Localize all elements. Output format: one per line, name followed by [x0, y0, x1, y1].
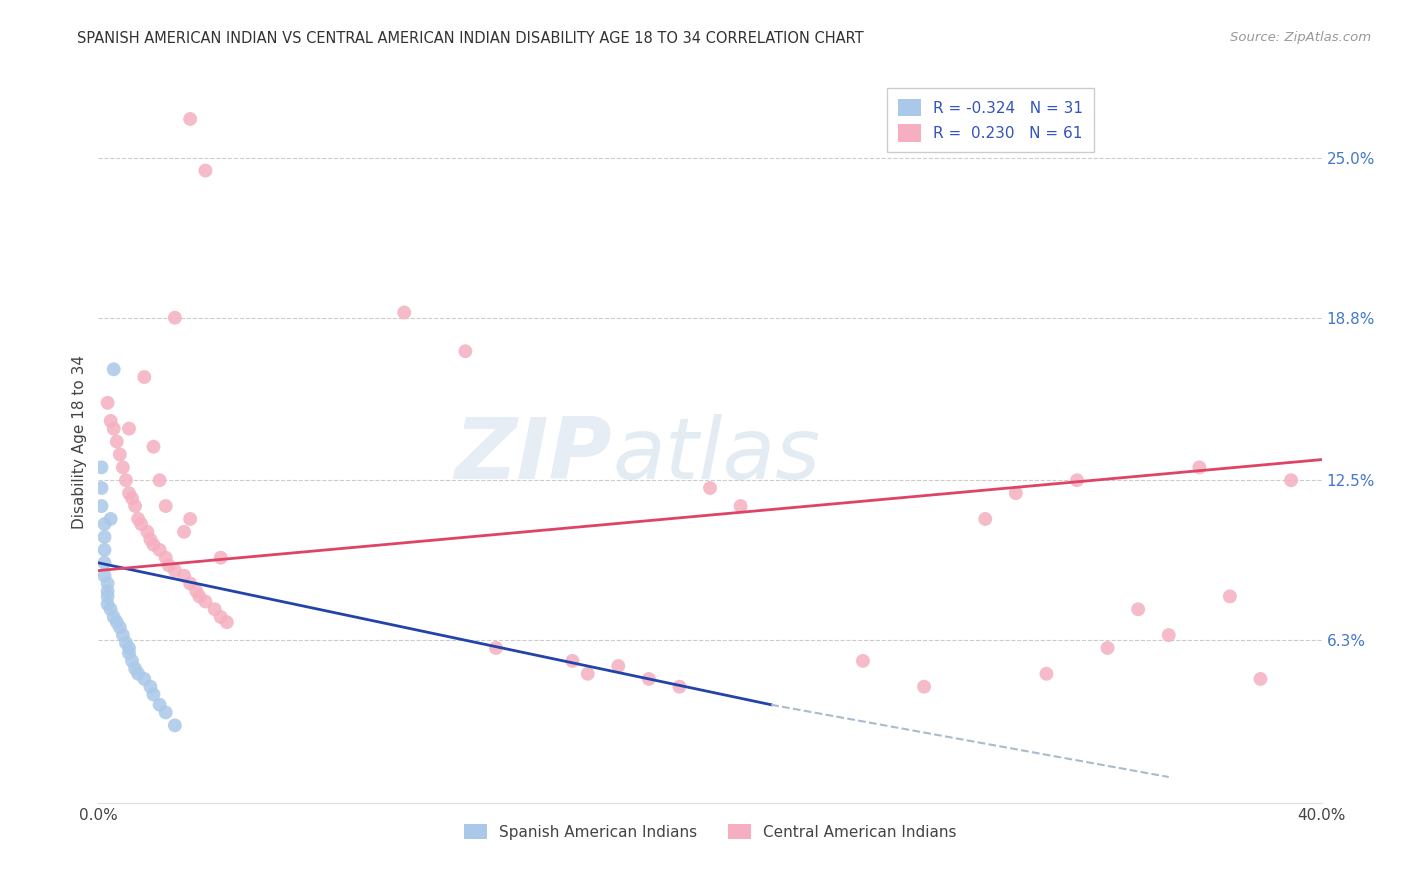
Point: [149, 473, 172, 487]
Point: [1279, 473, 1302, 487]
Point: [93, 530, 115, 544]
Point: [668, 680, 690, 694]
Point: [100, 414, 122, 428]
Point: [149, 542, 172, 557]
Point: [163, 310, 186, 325]
Point: [97, 590, 120, 604]
Point: [139, 533, 162, 547]
Point: [215, 615, 238, 630]
Point: [108, 620, 131, 634]
Point: [204, 602, 226, 616]
Point: [454, 344, 477, 359]
Point: [93, 556, 115, 570]
Point: [1249, 672, 1271, 686]
Point: [1097, 640, 1119, 655]
Point: [129, 517, 152, 532]
Point: [100, 602, 122, 616]
Point: [134, 370, 156, 384]
Point: [90, 481, 112, 495]
Point: [852, 654, 875, 668]
Point: [912, 680, 935, 694]
Point: [194, 163, 217, 178]
Point: [105, 434, 128, 449]
Point: [97, 597, 120, 611]
Point: [485, 640, 508, 655]
Point: [1157, 628, 1180, 642]
Text: Source: ZipAtlas.com: Source: ZipAtlas.com: [1230, 31, 1371, 45]
Point: [1004, 486, 1026, 500]
Text: atlas: atlas: [612, 415, 820, 498]
Point: [111, 460, 134, 475]
Point: [163, 564, 186, 578]
Point: [561, 654, 583, 668]
Point: [142, 687, 165, 701]
Point: [118, 640, 141, 655]
Point: [134, 672, 156, 686]
Point: [136, 524, 159, 539]
Point: [974, 512, 997, 526]
Point: [149, 698, 172, 712]
Text: ZIP: ZIP: [454, 415, 612, 498]
Point: [179, 512, 201, 526]
Point: [155, 499, 177, 513]
Point: [1128, 602, 1150, 616]
Point: [194, 594, 217, 608]
Point: [173, 568, 195, 582]
Point: [209, 550, 232, 565]
Point: [118, 486, 141, 500]
Point: [1066, 473, 1088, 487]
Point: [607, 659, 630, 673]
Point: [111, 628, 134, 642]
Point: [100, 512, 122, 526]
Point: [173, 524, 195, 539]
Point: [163, 718, 186, 732]
Point: [127, 666, 149, 681]
Point: [209, 610, 232, 624]
Point: [392, 305, 416, 319]
Point: [108, 447, 131, 461]
Point: [699, 481, 721, 495]
Point: [186, 584, 208, 599]
Point: [93, 542, 115, 557]
Point: [115, 473, 138, 487]
Point: [142, 538, 165, 552]
Point: [142, 440, 165, 454]
Point: [179, 112, 201, 126]
Point: [730, 499, 752, 513]
Point: [155, 550, 177, 565]
Point: [157, 558, 180, 573]
Point: [103, 610, 125, 624]
Point: [97, 576, 120, 591]
Point: [97, 584, 120, 599]
Point: [103, 422, 125, 436]
Point: [124, 499, 146, 513]
Point: [105, 615, 128, 630]
Point: [139, 680, 162, 694]
Point: [179, 576, 201, 591]
Point: [103, 362, 125, 376]
Point: [90, 499, 112, 513]
Point: [93, 568, 115, 582]
Y-axis label: Disability Age 18 to 34: Disability Age 18 to 34: [72, 354, 87, 529]
Point: [121, 491, 143, 506]
Point: [90, 460, 112, 475]
Legend: Spanish American Indians, Central American Indians: Spanish American Indians, Central Americ…: [458, 818, 962, 846]
Point: [637, 672, 661, 686]
Point: [121, 654, 143, 668]
Point: [127, 512, 149, 526]
Point: [124, 662, 146, 676]
Point: [118, 646, 141, 660]
Point: [188, 590, 211, 604]
Point: [576, 666, 599, 681]
Point: [1035, 666, 1057, 681]
Point: [115, 636, 138, 650]
Point: [118, 422, 141, 436]
Point: [1188, 460, 1211, 475]
Point: [93, 517, 115, 532]
Text: SPANISH AMERICAN INDIAN VS CENTRAL AMERICAN INDIAN DISABILITY AGE 18 TO 34 CORRE: SPANISH AMERICAN INDIAN VS CENTRAL AMERI…: [77, 31, 863, 46]
Point: [97, 396, 120, 410]
Point: [1219, 590, 1241, 604]
Point: [155, 706, 177, 720]
